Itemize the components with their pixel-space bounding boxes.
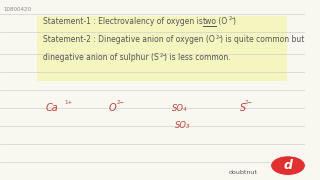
FancyBboxPatch shape (36, 16, 287, 81)
Text: dinegative anion of sulphur (S: dinegative anion of sulphur (S (43, 53, 158, 62)
Text: ) is less common.: ) is less common. (164, 53, 231, 62)
Text: 2−: 2− (160, 53, 167, 58)
Text: S: S (239, 103, 246, 113)
Text: 2−: 2− (215, 35, 223, 40)
Text: ) is quite common but: ) is quite common but (220, 35, 304, 44)
Text: Statement-1 : Electrovalency of oxygen is: Statement-1 : Electrovalency of oxygen i… (43, 17, 205, 26)
Text: 2−: 2− (116, 100, 125, 105)
Circle shape (271, 156, 305, 175)
Text: SO₄: SO₄ (172, 103, 188, 112)
Text: doubtnut: doubtnut (229, 170, 258, 175)
Text: ): ) (232, 17, 236, 26)
Text: Ca: Ca (46, 103, 59, 113)
Text: Statement-2 : Dinegative anion of oxygen (O: Statement-2 : Dinegative anion of oxygen… (43, 35, 214, 44)
Text: O: O (108, 103, 116, 113)
Text: SO₃: SO₃ (174, 122, 190, 130)
Text: 2−: 2− (228, 16, 236, 21)
Text: 10800420: 10800420 (3, 7, 31, 12)
Text: (O: (O (216, 17, 227, 26)
Text: 2−: 2− (245, 100, 253, 105)
Text: two: two (203, 17, 217, 26)
Text: 1+: 1+ (65, 100, 73, 105)
Text: d: d (284, 159, 292, 172)
